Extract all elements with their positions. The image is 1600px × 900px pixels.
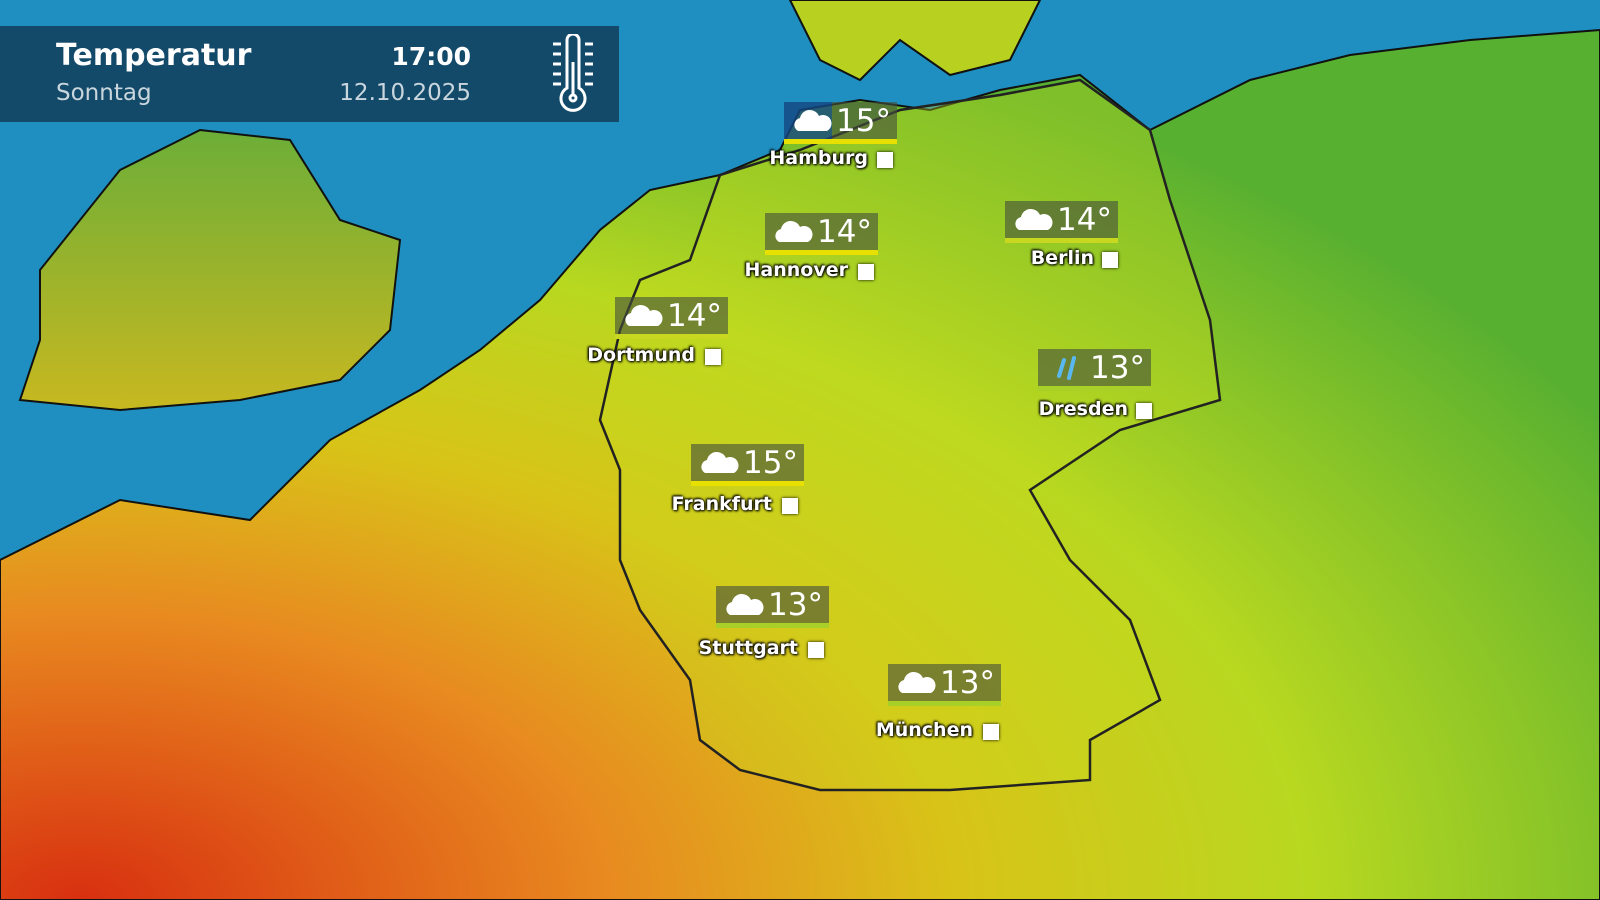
scandinavia-land <box>788 0 1042 82</box>
weekday: Sonntag <box>56 80 152 106</box>
thermometer-icon <box>553 34 593 112</box>
forecast-time: 17:00 <box>391 42 471 71</box>
map-title: Temperatur <box>56 38 252 73</box>
forecast-date: 12.10.2025 <box>339 80 471 106</box>
map-header: Temperatur Sonntag 17:00 12.10.2025 <box>0 26 619 122</box>
britain-land <box>18 128 402 412</box>
